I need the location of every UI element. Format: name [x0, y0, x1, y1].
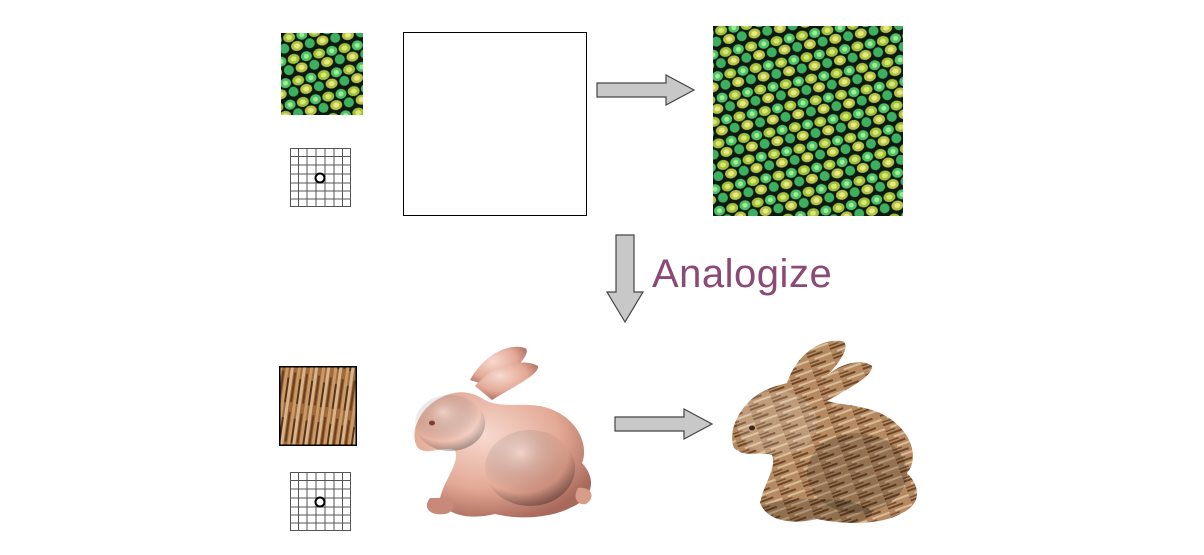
textured-wood-bunny	[722, 333, 922, 533]
plain-bunny-model	[400, 338, 600, 528]
blank-canvas	[403, 32, 587, 216]
lizard-scale-texture-swatch	[281, 33, 363, 115]
pixel-neighborhood-grid-icon	[290, 148, 352, 208]
right-arrow-top	[596, 74, 696, 106]
right-arrow-bottom	[614, 408, 714, 440]
analogize-label: Analogize	[652, 252, 833, 296]
surface-neighborhood-grid-icon	[290, 472, 352, 532]
down-arrow	[606, 234, 644, 324]
wood-bark-texture-swatch	[279, 366, 357, 446]
synthesized-lizard-scale-texture	[713, 26, 903, 216]
